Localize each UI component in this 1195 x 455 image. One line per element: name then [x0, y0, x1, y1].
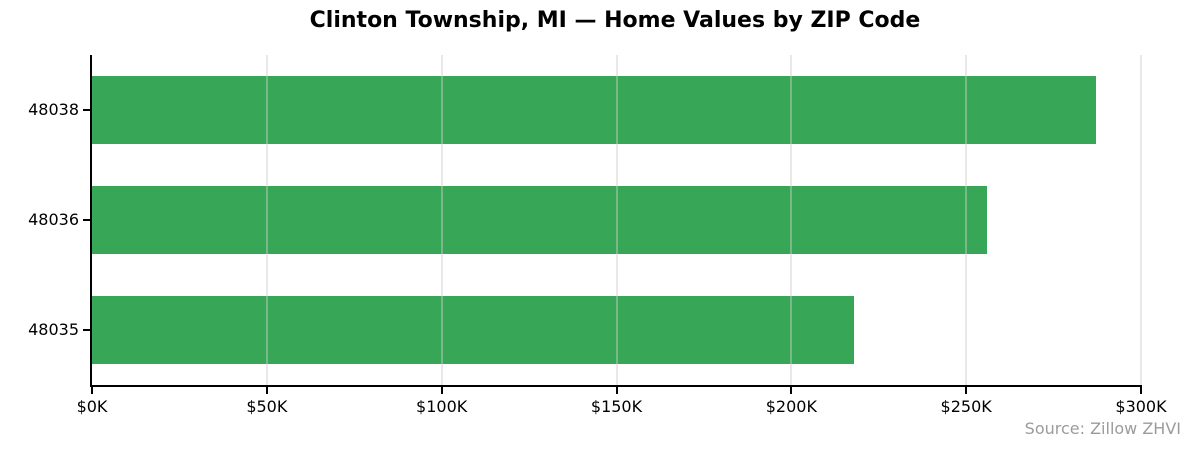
x-tick-label-300: $300K — [1115, 397, 1167, 416]
chart-title: Clinton Township, MI — Home Values by ZI… — [309, 8, 921, 33]
x-axis-tick — [615, 385, 618, 394]
gridline-150 — [615, 55, 618, 385]
plot-area: 48038 48036 48035 $0K $50K $100K $150K $200K $25… — [28, 55, 1167, 416]
y-tick-label-48036: 48036 — [28, 210, 79, 229]
gridline-50 — [265, 55, 268, 385]
bar-48035 — [92, 296, 855, 364]
x-axis-tick — [965, 385, 968, 394]
x-tick-label-0: $0K — [76, 397, 108, 416]
x-axis-tick — [790, 385, 793, 394]
x-axis-tick — [91, 385, 93, 394]
x-axis-tick — [440, 385, 443, 394]
y-axis-tick — [83, 219, 90, 221]
gridline-200 — [790, 55, 793, 385]
x-axis-tick — [265, 385, 268, 394]
bar-48038 — [92, 76, 1096, 144]
x-tick-label-250: $250K — [940, 397, 992, 416]
bar-48036 — [92, 186, 988, 254]
y-tick-label-48038: 48038 — [28, 100, 79, 119]
y-axis-tick — [83, 329, 90, 331]
x-tick-label-200: $200K — [765, 397, 817, 416]
x-tick-label-50: $50K — [246, 397, 288, 416]
gridline-300 — [1140, 55, 1142, 385]
y-tick-label-48035: 48035 — [28, 320, 79, 339]
x-tick-label-100: $100K — [416, 397, 468, 416]
source-note: Source: Zillow ZHVI — [1024, 419, 1181, 438]
y-axis-tick — [83, 109, 90, 111]
gridline-100 — [440, 55, 443, 385]
gridline-250 — [965, 55, 968, 385]
x-axis-tick — [1140, 385, 1142, 394]
x-tick-label-150: $150K — [590, 397, 643, 416]
